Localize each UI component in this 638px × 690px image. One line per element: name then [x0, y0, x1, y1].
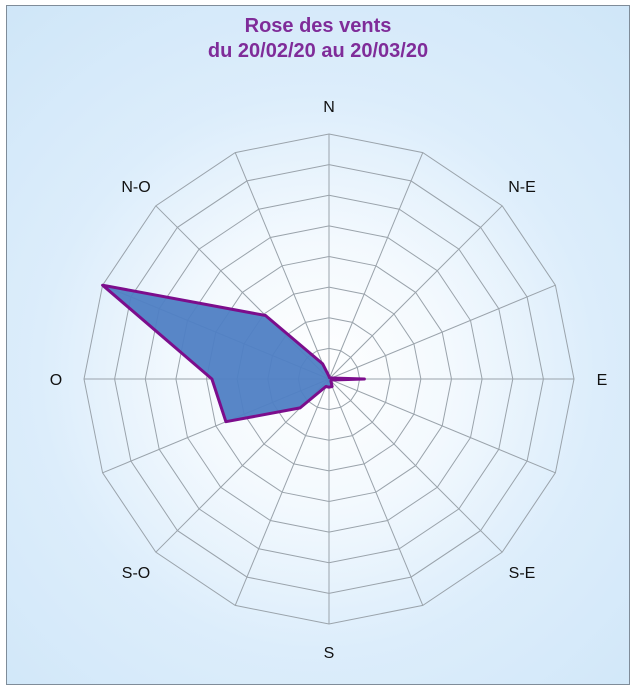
- grid-spoke-NNO: [234, 152, 330, 380]
- direction-label-n-o: N-O: [121, 179, 150, 196]
- grid-spoke-SSE: [328, 378, 424, 606]
- direction-label-s: S: [324, 645, 335, 662]
- grid-spoke-NNE: [328, 152, 424, 380]
- grid-spoke-SSO: [234, 378, 330, 606]
- wind-series-area: [101, 283, 366, 424]
- grid-spoke-SE: [328, 378, 503, 553]
- direction-label-e: E: [597, 372, 608, 389]
- direction-label-s-e: S-E: [509, 565, 536, 582]
- grid-spoke-NE: [328, 205, 503, 380]
- chart-frame: Rose des vents du 20/02/20 au 20/03/20 N…: [6, 5, 630, 685]
- direction-label-n: N: [323, 99, 335, 116]
- direction-label-o: O: [50, 372, 62, 389]
- direction-label-s-o: S-O: [122, 565, 150, 582]
- chart-title-line1: Rose des vents: [244, 15, 392, 37]
- grid-spoke-ENE: [328, 284, 556, 380]
- wind-rose-chart: N N-E E S-E S S-O O N-O: [50, 99, 608, 662]
- direction-label-n-e: N-E: [508, 179, 536, 196]
- chart-title: Rose des vents du 20/02/20 au 20/03/20: [7, 14, 629, 64]
- chart-title-line2: du 20/02/20 au 20/03/20: [207, 40, 429, 62]
- grid-spoke-ESE: [328, 378, 556, 474]
